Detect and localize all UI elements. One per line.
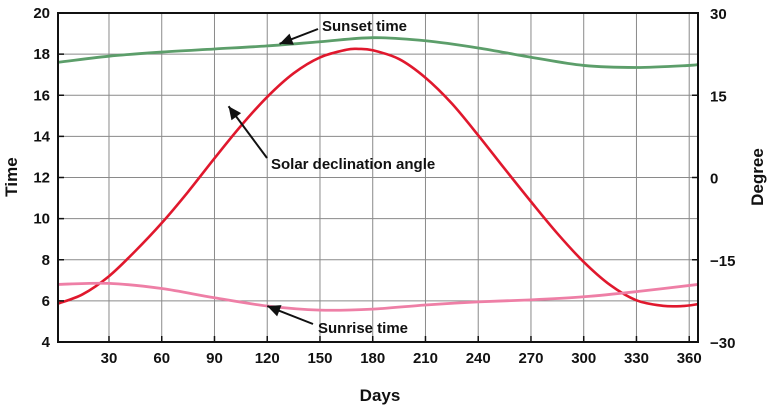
x-tick-label: 180 <box>360 350 385 367</box>
y-left-tick-label: 20 <box>33 5 50 22</box>
x-tick-label: 330 <box>624 350 649 367</box>
annotation-arrow-head <box>279 33 294 45</box>
series-line-sunset-time <box>57 36 699 69</box>
x-axis-title: Days <box>360 386 401 405</box>
annotation-label-sunset-time: Sunset time <box>322 18 407 35</box>
y-right-axis-ticks: −30 −15 0 15 30 <box>692 6 735 352</box>
annotation-label-sunrise-time: Sunrise time <box>318 320 408 337</box>
y-left-tick-label: 6 <box>42 293 50 310</box>
x-tick-label: 300 <box>571 350 596 367</box>
y-right-tick-label: −15 <box>710 253 735 270</box>
x-axis-ticks: 30 60 90 120 150 180 210 240 270 300 330 360 <box>101 336 702 367</box>
y-right-tick-label: 0 <box>710 171 718 188</box>
y-right-tick-label: −30 <box>710 335 735 352</box>
x-tick-label: 30 <box>101 350 118 367</box>
y-right-axis-title: Degree <box>748 148 767 206</box>
x-tick-label: 60 <box>153 350 170 367</box>
annotation-arrow-head <box>267 305 282 317</box>
x-tick-label: 210 <box>413 350 438 367</box>
y-left-tick-label: 12 <box>33 170 50 187</box>
annotation-label-solar-declination-angle: Solar declination angle <box>271 156 435 173</box>
y-right-tick-label: 30 <box>710 6 727 23</box>
y-left-tick-label: 4 <box>42 334 51 351</box>
annotations: Sunset time Solar declination angle Sunris… <box>227 18 435 337</box>
series-line-sunrise-time <box>57 281 699 312</box>
y-left-tick-label: 18 <box>33 46 50 63</box>
x-tick-label: 90 <box>206 350 223 367</box>
y-right-tick-label: 15 <box>710 88 727 105</box>
series-line-solar-declination-angle <box>57 47 699 308</box>
series-lines <box>57 36 699 312</box>
x-tick-label: 270 <box>518 350 543 367</box>
x-tick-label: 120 <box>255 350 280 367</box>
y-left-tick-label: 8 <box>42 252 50 269</box>
x-tick-label: 240 <box>466 350 491 367</box>
x-tick-label: 360 <box>677 350 702 367</box>
grid-lines <box>58 13 698 342</box>
y-left-tick-label: 14 <box>33 128 50 145</box>
annotation-arrow-head <box>228 106 242 121</box>
y-left-axis-ticks: 4 6 8 10 12 14 16 18 20 <box>33 5 64 351</box>
y-left-axis-title: Time <box>2 157 21 196</box>
y-left-tick-label: 10 <box>33 211 50 228</box>
x-tick-label: 150 <box>307 350 332 367</box>
y-left-tick-label: 16 <box>33 87 50 104</box>
